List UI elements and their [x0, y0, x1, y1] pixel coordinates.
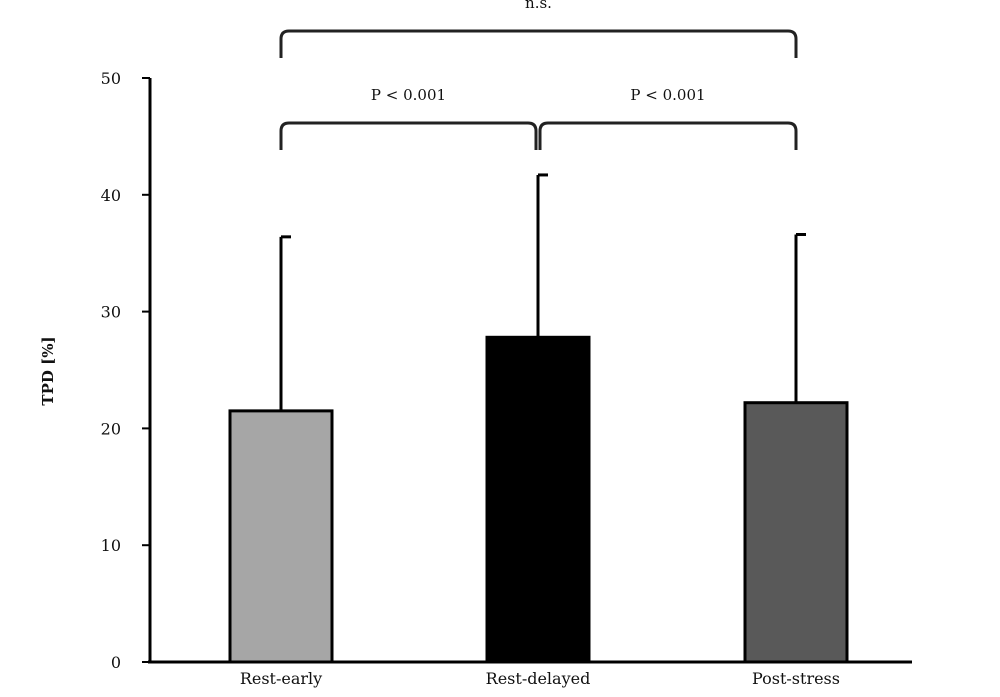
x-tick-label: Rest-delayed: [486, 669, 591, 688]
y-tick-label: 40: [101, 186, 121, 205]
significance-bracket: [279, 121, 538, 150]
significance-bracket: [538, 121, 798, 150]
y-tick-label: 50: [101, 69, 121, 88]
y-tick-label: 10: [101, 536, 121, 555]
y-tick-label: 0: [111, 653, 121, 672]
significance-bracket: [279, 29, 798, 58]
y-tick-label: 30: [101, 303, 121, 322]
y-axis-label: TPD [%]: [39, 336, 57, 405]
x-tick-label: Post-stress: [752, 669, 840, 688]
significance-label: P < 0.001: [630, 86, 705, 104]
bar-post-stress: [743, 401, 849, 664]
significance-label: n.s.: [525, 0, 552, 12]
bar-rest-delayed: [485, 335, 591, 664]
bar-rest-early: [228, 409, 334, 664]
y-tick-label: 20: [101, 419, 121, 438]
significance-label: P < 0.001: [371, 86, 446, 104]
x-tick-label: Rest-early: [240, 669, 322, 688]
